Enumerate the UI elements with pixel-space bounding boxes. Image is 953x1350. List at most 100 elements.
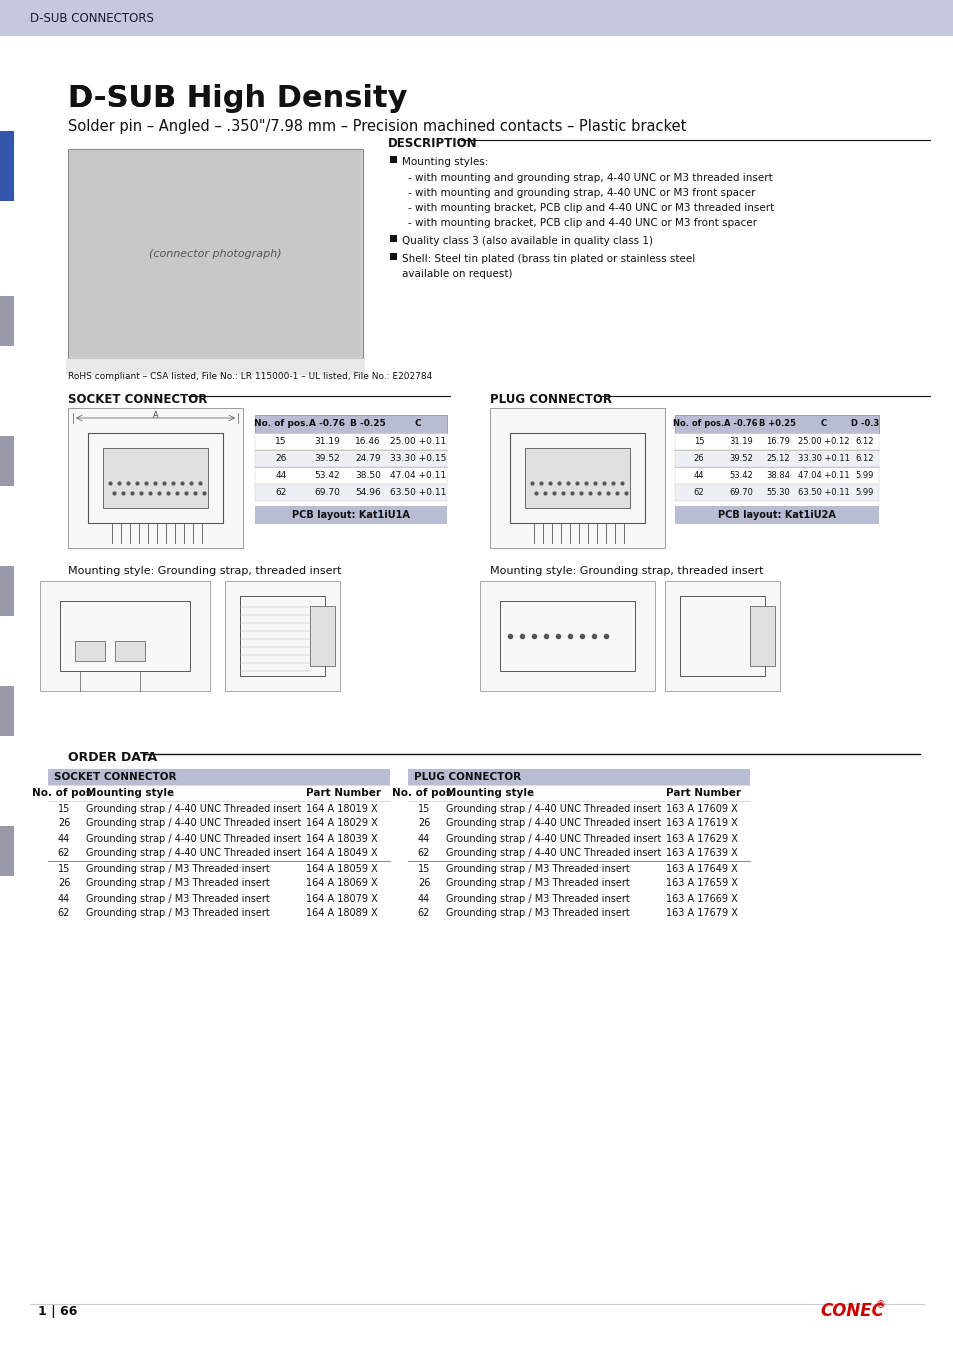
Bar	[675, 414, 878, 433]
Text: 53.42: 53.42	[314, 471, 339, 481]
Bar	[60, 601, 190, 671]
Bar	[675, 450, 878, 467]
Text: 163 A 17679 X: 163 A 17679 X	[665, 909, 737, 918]
Text: No. of pos.: No. of pos.	[673, 420, 723, 428]
Text: 63.50 +0.11: 63.50 +0.11	[390, 487, 446, 497]
Text: DESCRIPTION: DESCRIPTION	[388, 136, 477, 150]
Text: A: A	[152, 412, 158, 420]
Text: No. of pos.: No. of pos.	[253, 420, 308, 428]
Text: Grounding strap / M3 Threaded insert: Grounding strap / M3 Threaded insert	[86, 864, 270, 873]
Bar	[675, 467, 878, 485]
Bar	[390, 235, 396, 242]
Text: 31.19: 31.19	[728, 437, 752, 446]
Bar	[68, 148, 363, 359]
Text: - with mounting bracket, PCB clip and 4-40 UNC or M3 threaded insert: - with mounting bracket, PCB clip and 4-…	[408, 202, 774, 213]
Text: 164 A 18039 X: 164 A 18039 X	[306, 833, 377, 844]
Text: ORDER DATA: ORDER DATA	[68, 751, 157, 764]
Text: 39.52: 39.52	[314, 454, 339, 463]
Bar	[88, 433, 223, 522]
Bar	[75, 641, 105, 662]
Text: Mounting style: Mounting style	[86, 788, 174, 798]
Text: 164 A 18029 X: 164 A 18029 X	[306, 818, 377, 829]
Text: Grounding strap / 4-40 UNC Threaded insert: Grounding strap / 4-40 UNC Threaded inse…	[86, 833, 301, 844]
Text: 33.30 +0.11: 33.30 +0.11	[798, 454, 849, 463]
Text: 1 | 66: 1 | 66	[38, 1304, 77, 1318]
Text: 15: 15	[58, 803, 71, 814]
Text: 38.84: 38.84	[765, 471, 789, 481]
Text: C: C	[415, 420, 421, 428]
Bar	[254, 506, 447, 524]
Bar	[40, 580, 210, 691]
Text: 164 A 18069 X: 164 A 18069 X	[306, 879, 377, 888]
Text: 62: 62	[417, 849, 430, 859]
Text: 164 A 18019 X: 164 A 18019 X	[306, 803, 377, 814]
Text: SOCKET CONNECTOR: SOCKET CONNECTOR	[54, 772, 176, 782]
Text: Mounting style: Mounting style	[446, 788, 534, 798]
Text: Grounding strap / 4-40 UNC Threaded insert: Grounding strap / 4-40 UNC Threaded inse…	[86, 818, 301, 829]
Text: 15: 15	[693, 437, 703, 446]
Text: No. of pos.: No. of pos.	[392, 788, 456, 798]
Text: 164 A 18059 X: 164 A 18059 X	[306, 864, 377, 873]
Text: Grounding strap / M3 Threaded insert: Grounding strap / M3 Threaded insert	[446, 909, 629, 918]
Text: 6.12: 6.12	[855, 437, 873, 446]
Bar	[390, 157, 396, 163]
Text: available on request): available on request)	[401, 269, 512, 279]
Text: 6.12: 6.12	[855, 454, 873, 463]
Text: Part Number: Part Number	[306, 788, 380, 798]
Text: 26: 26	[275, 454, 287, 463]
Text: C: C	[821, 420, 826, 428]
Bar	[499, 601, 635, 671]
Bar	[0, 296, 14, 346]
Text: 44: 44	[693, 471, 703, 481]
Bar	[0, 566, 14, 616]
Text: No. of pos.: No. of pos.	[32, 788, 96, 798]
Text: Mounting styles:: Mounting styles:	[401, 157, 488, 167]
Text: 62: 62	[693, 487, 703, 497]
Text: 5.99: 5.99	[855, 471, 873, 481]
Bar	[510, 433, 644, 522]
Text: - with mounting bracket, PCB clip and 4-40 UNC or M3 front spacer: - with mounting bracket, PCB clip and 4-…	[408, 217, 757, 228]
Bar	[254, 433, 447, 450]
Text: D-SUB H: D-SUB H	[68, 84, 212, 113]
Bar	[103, 448, 208, 508]
Text: 163 A 17669 X: 163 A 17669 X	[665, 894, 737, 903]
Text: 25.12: 25.12	[765, 454, 789, 463]
Bar	[390, 252, 396, 261]
Text: PLUG CONNECTOR: PLUG CONNECTOR	[414, 772, 520, 782]
Text: 62: 62	[58, 909, 71, 918]
Text: 54.96: 54.96	[355, 487, 380, 497]
Text: 164 A 18089 X: 164 A 18089 X	[306, 909, 377, 918]
Text: 164 A 18049 X: 164 A 18049 X	[306, 849, 377, 859]
Text: D-SUB High Density: D-SUB High Density	[68, 84, 407, 113]
Text: 31.19: 31.19	[314, 437, 339, 446]
Text: 47.04 +0.11: 47.04 +0.11	[390, 471, 446, 481]
Text: 163 A 17649 X: 163 A 17649 X	[665, 864, 737, 873]
Text: Grounding strap / M3 Threaded insert: Grounding strap / M3 Threaded insert	[86, 894, 270, 903]
Text: 163 A 17639 X: 163 A 17639 X	[665, 849, 737, 859]
Text: 15: 15	[417, 803, 430, 814]
Text: Grounding strap / 4-40 UNC Threaded insert: Grounding strap / 4-40 UNC Threaded inse…	[446, 833, 660, 844]
Bar	[675, 485, 878, 501]
Text: 5.99: 5.99	[855, 487, 873, 497]
Bar	[749, 606, 774, 666]
Text: 33.30 +0.15: 33.30 +0.15	[390, 454, 446, 463]
Text: Grounding strap / 4-40 UNC Threaded insert: Grounding strap / 4-40 UNC Threaded inse…	[86, 803, 301, 814]
Text: 69.70: 69.70	[728, 487, 752, 497]
Text: 26: 26	[417, 879, 430, 888]
Text: Quality class 3 (also available in quality class 1): Quality class 3 (also available in quali…	[401, 236, 652, 246]
Text: Grounding strap / M3 Threaded insert: Grounding strap / M3 Threaded insert	[446, 879, 629, 888]
Bar	[0, 131, 14, 201]
Text: 163 A 17629 X: 163 A 17629 X	[665, 833, 737, 844]
Bar	[675, 433, 878, 450]
Text: 15: 15	[275, 437, 287, 446]
Bar	[66, 359, 365, 375]
Text: Grounding strap / M3 Threaded insert: Grounding strap / M3 Threaded insert	[446, 864, 629, 873]
Bar	[254, 467, 447, 485]
Text: RoHS compliant – CSA listed, File No.: LR 115000-1 – UL listed, File No.: E20278: RoHS compliant – CSA listed, File No.: L…	[68, 373, 432, 381]
Text: Grounding strap / M3 Threaded insert: Grounding strap / M3 Threaded insert	[86, 879, 270, 888]
Bar	[70, 151, 360, 356]
Text: Grounding strap / M3 Threaded insert: Grounding strap / M3 Threaded insert	[86, 909, 270, 918]
Bar	[490, 408, 664, 548]
Text: D -0.3: D -0.3	[850, 420, 879, 428]
Text: 39.52: 39.52	[728, 454, 752, 463]
